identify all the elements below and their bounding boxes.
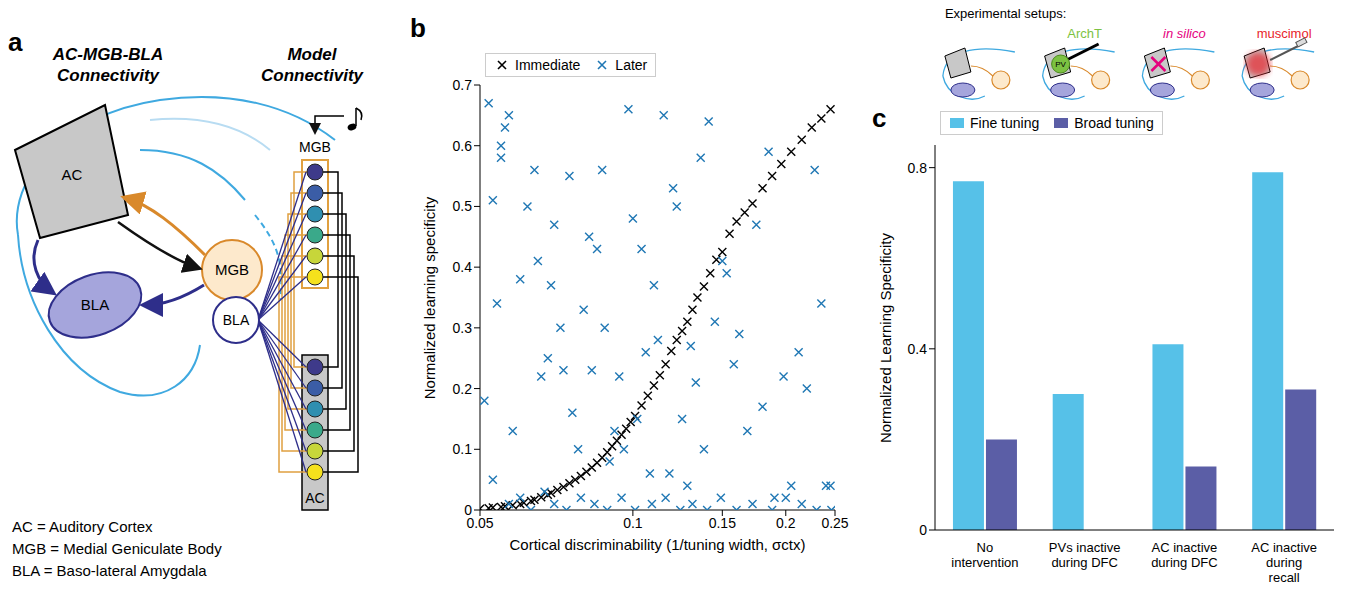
svg-text:0.8: 0.8 — [908, 160, 928, 176]
svg-text:Experimental setups:: Experimental setups: — [945, 6, 1066, 21]
html-text:Normalized Learning Specificit: Normalized Learning Specificity — [876, 232, 893, 443]
svg-text:0: 0 — [919, 522, 927, 538]
svg-text:AC inactiveduring DFC: AC inactiveduring DFC — [1151, 540, 1217, 570]
svg-text:ArchT: ArchT — [1067, 26, 1102, 41]
html-text:Cortical discriminability (1/t: Cortical discriminability (1/tuning widt… — [509, 536, 806, 553]
svg-text:in silico: in silico — [1163, 26, 1206, 41]
svg-text:Model: Model — [287, 45, 337, 64]
html-text:Broad tuning: Broad tuning — [1074, 115, 1154, 131]
svg-text:0.2: 0.2 — [776, 515, 796, 531]
html-text:Normalized learning specificit: Normalized learning specificity — [420, 196, 437, 399]
svg-text:0: 0 — [464, 502, 472, 518]
svg-text:Nointervention: Nointervention — [951, 540, 1018, 570]
svg-text:AC = Auditory Cortex: AC = Auditory Cortex — [12, 518, 153, 535]
html-text:Later: Later — [615, 57, 648, 73]
svg-text:MGB: MGB — [215, 261, 249, 278]
svg-text:0.25: 0.25 — [821, 515, 848, 531]
svg-text:0.6: 0.6 — [453, 138, 473, 154]
svg-text:MGB = Medial Geniculate Body: MGB = Medial Geniculate Body — [12, 540, 222, 557]
svg-text:0.7: 0.7 — [453, 77, 473, 93]
svg-text:0.15: 0.15 — [709, 515, 736, 531]
html-text:b: b — [410, 13, 426, 43]
svg-text:0.05: 0.05 — [466, 514, 494, 531]
svg-text:BLA = Baso-lateral Amygdala: BLA = Baso-lateral Amygdala — [12, 562, 207, 579]
svg-text:Connectivity: Connectivity — [261, 66, 365, 85]
svg-text:muscimol: muscimol — [1256, 26, 1312, 41]
svg-text:BLA: BLA — [223, 312, 250, 328]
svg-text:PVs inactiveduring DFC: PVs inactiveduring DFC — [1049, 540, 1121, 570]
svg-text:0.2: 0.2 — [453, 381, 473, 397]
html-text:a: a — [8, 27, 23, 57]
html-text:c: c — [872, 103, 887, 133]
svg-text:0.4: 0.4 — [908, 341, 928, 357]
svg-text:MGB: MGB — [299, 139, 331, 155]
svg-text:AC inactiveduringrecall: AC inactiveduringrecall — [1251, 540, 1317, 585]
svg-text:AC-MGB-BLA: AC-MGB-BLA — [52, 45, 163, 64]
svg-text:0.1: 0.1 — [623, 515, 643, 531]
svg-text:0.1: 0.1 — [453, 441, 473, 457]
svg-text:0.5: 0.5 — [453, 198, 473, 214]
svg-text:0.3: 0.3 — [453, 320, 473, 336]
svg-text:Connectivity: Connectivity — [57, 66, 161, 85]
html-text:Immediate: Immediate — [515, 57, 581, 73]
svg-text:BLA: BLA — [81, 296, 109, 313]
svg-text:0.4: 0.4 — [453, 259, 473, 275]
svg-text:AC: AC — [62, 166, 83, 183]
svg-text:PV: PV — [1055, 60, 1066, 69]
svg-text:AC: AC — [305, 490, 324, 506]
html-text:Fine tuning: Fine tuning — [970, 115, 1040, 131]
